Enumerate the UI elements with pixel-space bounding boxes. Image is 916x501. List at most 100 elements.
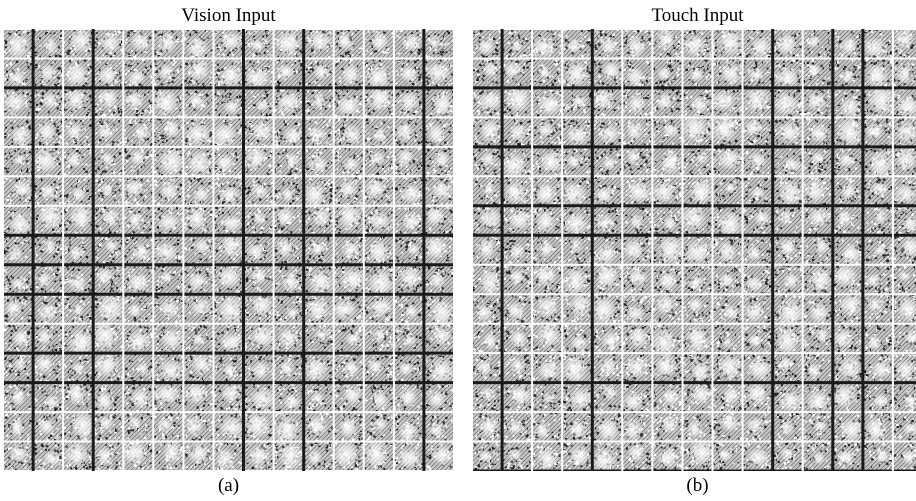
grid-cell: [393, 147, 423, 177]
grid-cell: [151, 88, 182, 118]
grid-cell: [124, 206, 152, 236]
grid-cell: [153, 265, 184, 294]
grid-cell: [472, 118, 502, 147]
grid-cell: [244, 207, 273, 235]
grid-cell: [3, 119, 32, 148]
grid-cell: [503, 442, 532, 471]
panel-touch: Touch Input (b): [472, 0, 916, 501]
grid-cell: [244, 382, 276, 413]
grid-cell: [893, 88, 916, 118]
grid-cell: [833, 235, 863, 267]
grid-cell: [711, 112, 743, 147]
grid-cell: [773, 236, 802, 263]
grid-cell: [804, 29, 831, 58]
grid-cell: [502, 323, 532, 353]
grid-cell: [123, 59, 154, 88]
grid-cell: [893, 206, 916, 235]
grid-cell: [394, 176, 424, 206]
grid-cell: [214, 232, 245, 264]
grid-cell: [3, 235, 33, 262]
grid-cell: [742, 237, 773, 264]
grid-cell: [532, 320, 563, 353]
grid-cell: [93, 351, 123, 383]
grid-cell: [713, 384, 743, 413]
grid-cell: [64, 118, 93, 146]
grid-cell: [426, 442, 454, 470]
grid-cell: [393, 117, 424, 147]
grid-cell: [3, 29, 34, 60]
grid-cell: [273, 176, 301, 206]
grid-cell: [425, 177, 454, 205]
grid-cell: [562, 147, 592, 174]
grid-cell: [334, 265, 367, 294]
grid-cell: [33, 202, 64, 235]
grid-cell: [274, 120, 304, 146]
grid-cell: [183, 118, 214, 147]
grid-cell: [502, 235, 531, 264]
grid-cell: [681, 113, 712, 147]
grid-cell: [893, 265, 916, 293]
panel-caption-a: (a): [217, 475, 240, 496]
grid-cell: [63, 203, 93, 236]
grid-cell: [893, 323, 916, 353]
grid-cell: [803, 58, 832, 87]
grid-cell: [184, 59, 212, 88]
grid-cell: [533, 117, 563, 147]
grid-cell: [93, 292, 125, 324]
grid-cell: [395, 58, 423, 87]
grid-cell: [427, 89, 454, 118]
grid-cell: [472, 206, 502, 236]
grid-cell: [623, 266, 649, 294]
grid-cell: [424, 382, 454, 410]
grid-cell: [395, 206, 423, 235]
grid-cell: [125, 29, 153, 59]
grid-cell: [863, 324, 893, 353]
grid-cell: [532, 383, 561, 411]
grid-cell: [503, 29, 533, 59]
grid-cell: [803, 88, 831, 118]
grid-cell: [743, 176, 772, 206]
grid-cell: [214, 88, 244, 117]
grid-cell: [274, 147, 304, 176]
grid-cell: [530, 30, 562, 58]
grid-cell: [622, 88, 652, 117]
grid-cell: [532, 59, 561, 87]
grid-cell: [303, 236, 333, 264]
grid-cell: [94, 86, 123, 118]
grid-cell: [592, 235, 622, 266]
grid-cell: [213, 442, 243, 471]
grid-cell: [33, 295, 64, 323]
grid-cell: [244, 176, 274, 205]
grid-cell: [153, 440, 184, 471]
grid-cell: [424, 30, 454, 59]
grid-cell: [893, 118, 916, 146]
grid-cell: [472, 265, 502, 296]
grid-cell: [712, 147, 743, 177]
grid-cell: [562, 323, 592, 353]
grid-cell: [304, 147, 334, 176]
grid-cell: [153, 58, 184, 88]
grid-cell: [592, 326, 622, 352]
grid-cell: [772, 441, 802, 471]
grid-cell: [589, 294, 620, 325]
grid-cell: [622, 235, 652, 264]
grid-cell: [63, 147, 94, 176]
grid-cell: [772, 176, 803, 207]
grid-cell: [682, 412, 713, 442]
grid-cell: [622, 207, 652, 235]
grid-cell: [184, 294, 213, 324]
panel-title-touch: Touch Input: [651, 5, 744, 26]
grid-cell: [742, 119, 772, 146]
grid-cell: [532, 235, 561, 265]
grid-cell: [563, 412, 593, 440]
grid-cell: [183, 146, 213, 177]
grid-cell: [246, 442, 273, 470]
grid-cell: [714, 206, 743, 239]
grid-cell: [123, 118, 154, 147]
grid-cell: [184, 235, 214, 265]
grid-cell: [472, 353, 503, 379]
grid-cell: [745, 413, 772, 441]
grid-cell: [93, 265, 122, 295]
grid-cell: [332, 294, 364, 324]
grid-cell: [773, 147, 803, 175]
